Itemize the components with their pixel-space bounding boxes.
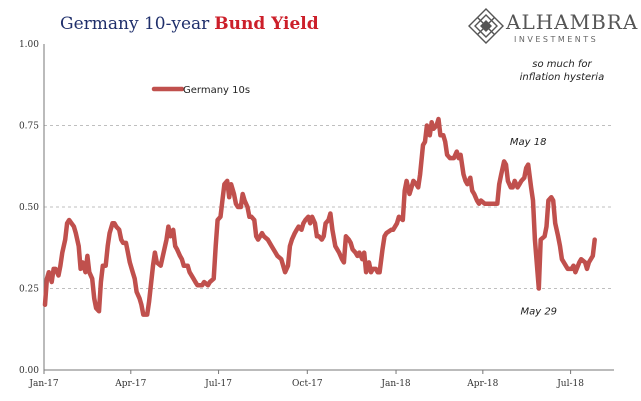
y-tick-label: 0.50: [19, 203, 39, 213]
legend: Germany 10s: [151, 85, 250, 96]
annotation-text: so much for: [532, 59, 592, 70]
x-tick-label: Jan-17: [28, 379, 59, 389]
grid-lines: [44, 125, 614, 289]
x-tick-label: Apr-17: [114, 379, 146, 389]
y-tick-label: 0.25: [19, 285, 39, 295]
axes: [43, 44, 614, 374]
annotation-text: inflation hysteria: [520, 72, 605, 83]
title-part-1: Germany 10-year: [60, 14, 210, 34]
x-tick-label: Oct-17: [292, 379, 323, 389]
title-part-2: Bund Yield: [214, 14, 319, 34]
x-tick-label: Jan-18: [380, 379, 411, 389]
series-line-germany-10s: [42, 116, 597, 317]
series-lines: [42, 116, 597, 317]
y-tick-label: 1.00: [19, 40, 39, 50]
y-tick-label: 0.75: [19, 122, 39, 132]
chart-title: Germany 10-year Bund Yield: [60, 14, 319, 34]
x-tick-label: Jul-17: [204, 379, 232, 389]
annotation-text: May 29: [520, 307, 557, 318]
x-tick-label: Apr-18: [466, 379, 498, 389]
y-tick-labels: 0.00 0.25 0.50 0.75 1.00: [19, 40, 39, 376]
x-tick-label: Jul-18: [556, 379, 584, 389]
x-tick-labels: Jan-17 Apr-17 Jul-17 Oct-17 Jan-18 Apr-18 Jul-…: [28, 379, 584, 389]
annotation-text: May 18: [510, 137, 547, 148]
y-tick-label: 0.00: [19, 366, 39, 376]
alhambra-logo: ALHAMBRA INVESTMENTS: [468, 8, 638, 50]
logo-subtitle: INVESTMENTS: [514, 35, 599, 44]
logo-name: ALHAMBRA: [506, 10, 639, 34]
diamond-lattice-icon: [468, 8, 504, 44]
annotations: so much for inflation hysteria May 18 May 2…: [510, 59, 604, 318]
legend-label: Germany 10s: [183, 85, 250, 96]
